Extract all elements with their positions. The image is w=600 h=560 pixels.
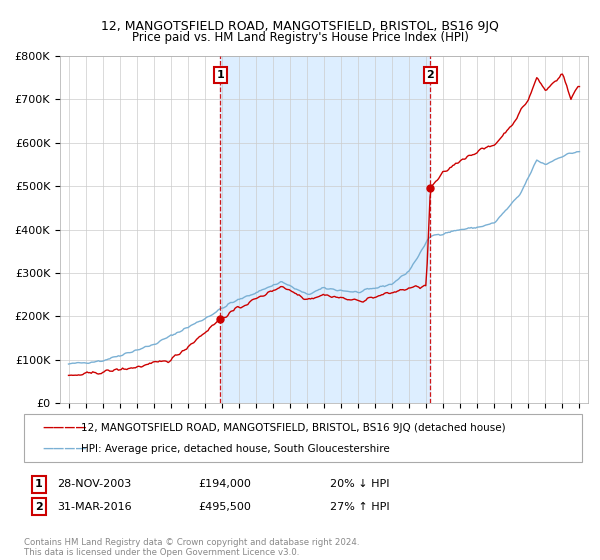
Text: 2: 2	[427, 70, 434, 80]
Text: 31-MAR-2016: 31-MAR-2016	[57, 502, 131, 512]
Text: 27% ↑ HPI: 27% ↑ HPI	[330, 502, 389, 512]
Text: 28-NOV-2003: 28-NOV-2003	[57, 479, 131, 489]
Text: 1: 1	[35, 479, 43, 489]
Text: HPI: Average price, detached house, South Gloucestershire: HPI: Average price, detached house, Sout…	[81, 444, 390, 454]
Text: £194,000: £194,000	[198, 479, 251, 489]
Text: £495,500: £495,500	[198, 502, 251, 512]
Text: 12, MANGOTSFIELD ROAD, MANGOTSFIELD, BRISTOL, BS16 9JQ (detached house): 12, MANGOTSFIELD ROAD, MANGOTSFIELD, BRI…	[81, 423, 506, 433]
Text: 2: 2	[35, 502, 43, 512]
Bar	[220, 56, 430, 403]
Text: 12, MANGOTSFIELD ROAD, MANGOTSFIELD, BRISTOL, BS16 9JQ: 12, MANGOTSFIELD ROAD, MANGOTSFIELD, BRI…	[101, 20, 499, 32]
Text: Contains HM Land Registry data © Crown copyright and database right 2024.
This d: Contains HM Land Registry data © Crown c…	[24, 538, 359, 557]
Text: ————: ————	[42, 423, 86, 433]
Text: 20% ↓ HPI: 20% ↓ HPI	[330, 479, 389, 489]
Text: Price paid vs. HM Land Registry's House Price Index (HPI): Price paid vs. HM Land Registry's House …	[131, 31, 469, 44]
Text: ————: ————	[42, 444, 86, 454]
Text: 1: 1	[217, 70, 224, 80]
